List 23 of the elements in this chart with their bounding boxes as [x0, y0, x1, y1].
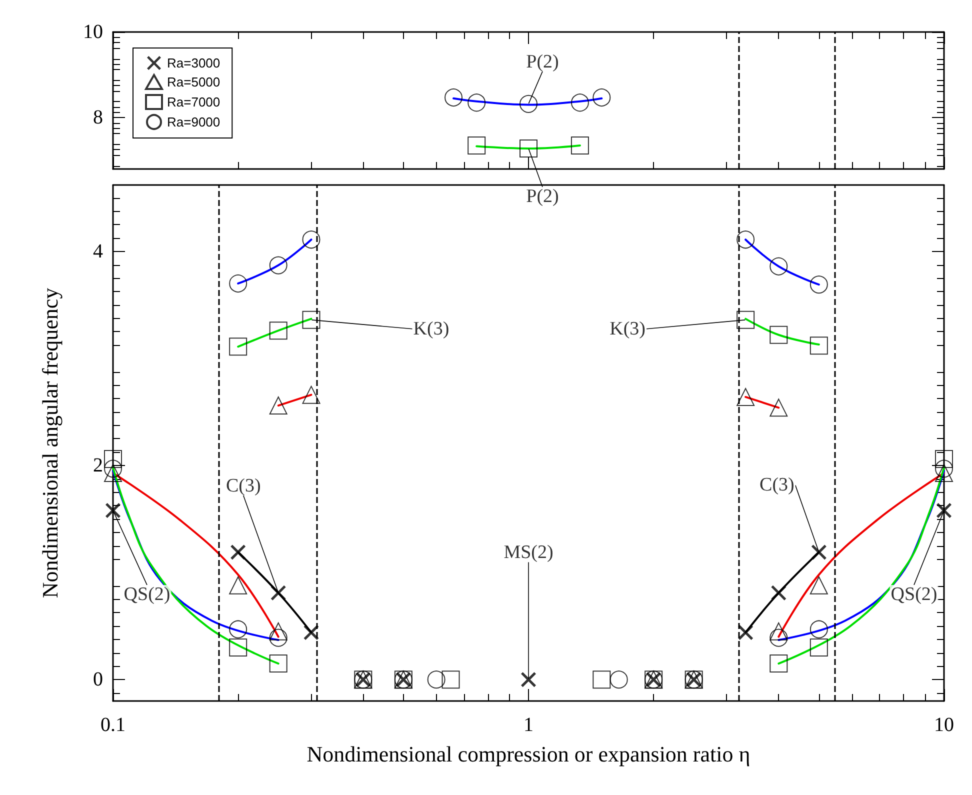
text: Ra=3000	[167, 56, 220, 70]
annotation: P(2)	[526, 51, 559, 72]
y-axis-title: Nondimensional angular frequency	[38, 288, 62, 598]
annotation: C(3)	[760, 474, 794, 496]
text: Ra=5000	[167, 74, 220, 90]
x-tick-label: 0.1	[100, 714, 126, 736]
y-tick-label: 10	[83, 21, 103, 43]
legend-label: Ra=7000	[167, 94, 220, 110]
annotation: K(3)	[610, 318, 646, 340]
annotation: K(3)	[413, 318, 450, 340]
y-tick-label: 4	[93, 240, 103, 262]
x-axis-title: Nondimensional compression or expansion ratio η	[306, 742, 750, 766]
y-tick-label: 0	[93, 668, 103, 691]
annotation: MS(2)	[504, 542, 554, 564]
x-tick-label: 1	[524, 714, 534, 736]
legend-label: Ra=9000	[167, 114, 220, 130]
annotation: P(2)	[526, 186, 559, 207]
annotation: C(3)	[226, 475, 261, 496]
y-tick-label: 8	[93, 106, 103, 129]
y-tick-label: 2	[93, 454, 103, 476]
x-tick-label: 10	[934, 714, 954, 736]
annotation: QS(2)	[890, 584, 938, 605]
annotation: QS(2)	[124, 584, 170, 605]
